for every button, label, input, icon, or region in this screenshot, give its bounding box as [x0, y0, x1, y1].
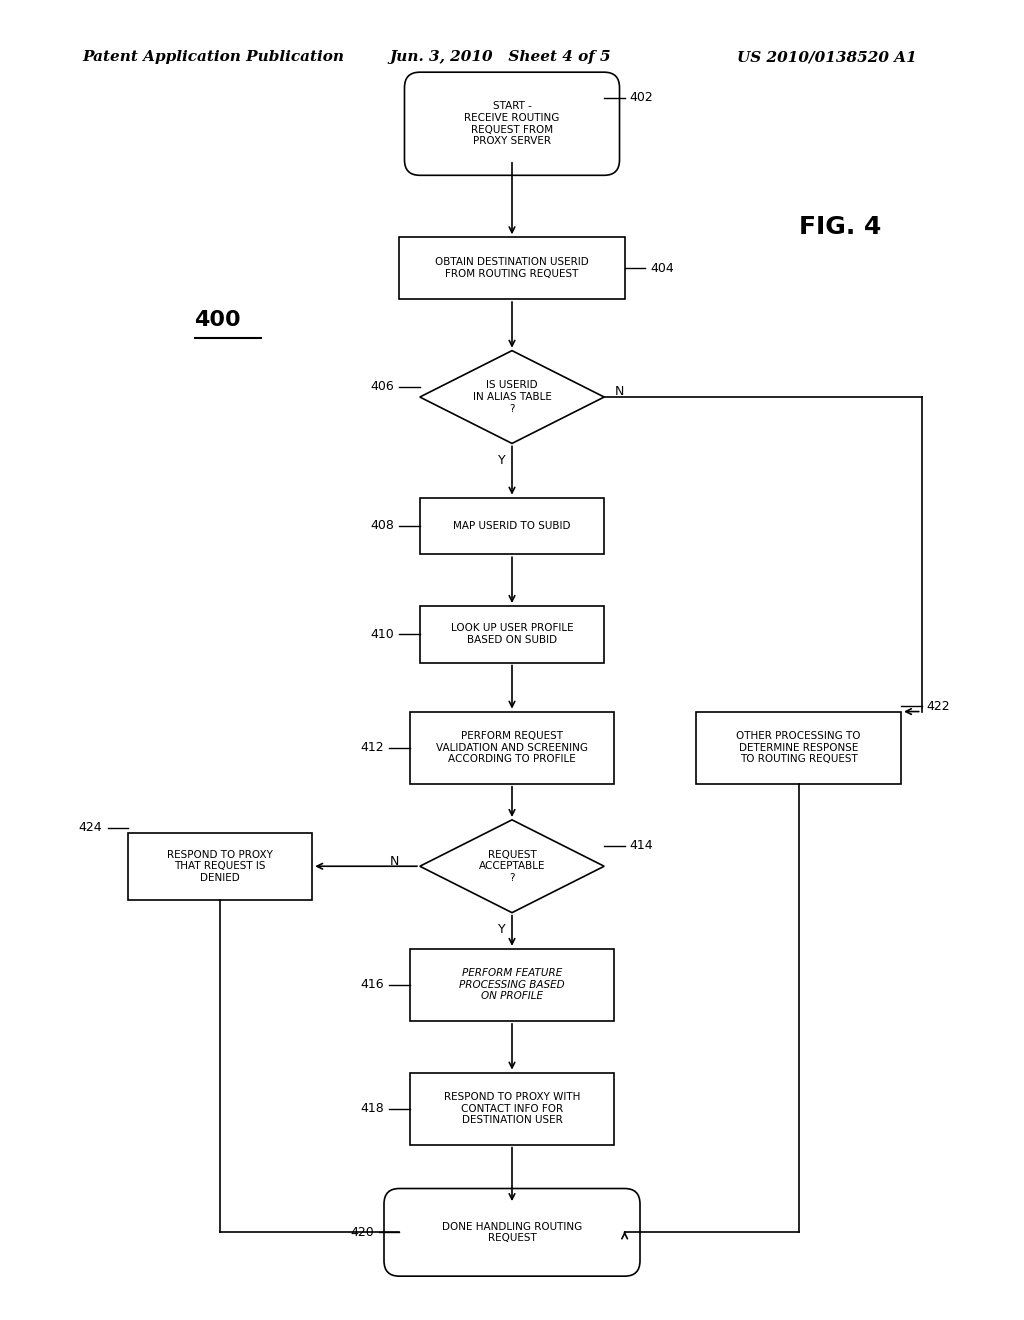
- Text: MAP USERID TO SUBID: MAP USERID TO SUBID: [454, 521, 570, 531]
- Text: 414: 414: [630, 840, 653, 853]
- Text: 400: 400: [195, 310, 242, 330]
- Text: LOOK UP USER PROFILE
BASED ON SUBID: LOOK UP USER PROFILE BASED ON SUBID: [451, 623, 573, 645]
- Text: DONE HANDLING ROUTING
REQUEST: DONE HANDLING ROUTING REQUEST: [442, 1221, 582, 1243]
- Polygon shape: [420, 351, 604, 444]
- Text: 404: 404: [650, 261, 674, 275]
- Text: 406: 406: [371, 380, 394, 393]
- FancyBboxPatch shape: [399, 238, 625, 300]
- Text: Patent Application Publication: Patent Application Publication: [82, 50, 344, 65]
- Text: IS USERID
IN ALIAS TABLE
?: IS USERID IN ALIAS TABLE ?: [472, 380, 552, 413]
- Text: REQUEST
ACCEPTABLE
?: REQUEST ACCEPTABLE ?: [479, 850, 545, 883]
- Text: US 2010/0138520 A1: US 2010/0138520 A1: [737, 50, 918, 65]
- Text: 408: 408: [371, 520, 394, 532]
- FancyBboxPatch shape: [404, 73, 620, 176]
- FancyBboxPatch shape: [384, 1188, 640, 1276]
- FancyBboxPatch shape: [410, 711, 614, 784]
- FancyBboxPatch shape: [410, 1072, 614, 1144]
- Text: START -
RECEIVE ROUTING
REQUEST FROM
PROXY SERVER: START - RECEIVE ROUTING REQUEST FROM PRO…: [464, 102, 560, 147]
- FancyBboxPatch shape: [410, 949, 614, 1020]
- Text: 420: 420: [350, 1226, 374, 1239]
- FancyBboxPatch shape: [696, 711, 901, 784]
- Text: 424: 424: [79, 821, 102, 834]
- Text: Jun. 3, 2010   Sheet 4 of 5: Jun. 3, 2010 Sheet 4 of 5: [389, 50, 610, 65]
- Text: 402: 402: [630, 91, 653, 104]
- FancyBboxPatch shape: [128, 833, 312, 900]
- Text: RESPOND TO PROXY
THAT REQUEST IS
DENIED: RESPOND TO PROXY THAT REQUEST IS DENIED: [167, 850, 273, 883]
- FancyBboxPatch shape: [420, 606, 604, 663]
- Text: 416: 416: [360, 978, 384, 991]
- Text: N: N: [390, 854, 399, 867]
- Text: FIG. 4: FIG. 4: [799, 215, 881, 239]
- Polygon shape: [420, 820, 604, 912]
- Text: 410: 410: [371, 628, 394, 640]
- Text: Y: Y: [498, 923, 506, 936]
- Text: OTHER PROCESSING TO
DETERMINE RESPONSE
TO ROUTING REQUEST: OTHER PROCESSING TO DETERMINE RESPONSE T…: [736, 731, 861, 764]
- Text: PERFORM REQUEST
VALIDATION AND SCREENING
ACCORDING TO PROFILE: PERFORM REQUEST VALIDATION AND SCREENING…: [436, 731, 588, 764]
- Text: RESPOND TO PROXY WITH
CONTACT INFO FOR
DESTINATION USER: RESPOND TO PROXY WITH CONTACT INFO FOR D…: [443, 1092, 581, 1125]
- Text: N: N: [614, 385, 624, 399]
- Text: 418: 418: [360, 1102, 384, 1115]
- Text: 412: 412: [360, 741, 384, 754]
- Text: 422: 422: [927, 700, 950, 713]
- Text: Y: Y: [498, 454, 506, 467]
- Text: PERFORM FEATURE
PROCESSING BASED
ON PROFILE: PERFORM FEATURE PROCESSING BASED ON PROF…: [459, 969, 565, 1002]
- Text: OBTAIN DESTINATION USERID
FROM ROUTING REQUEST: OBTAIN DESTINATION USERID FROM ROUTING R…: [435, 257, 589, 279]
- FancyBboxPatch shape: [420, 498, 604, 554]
